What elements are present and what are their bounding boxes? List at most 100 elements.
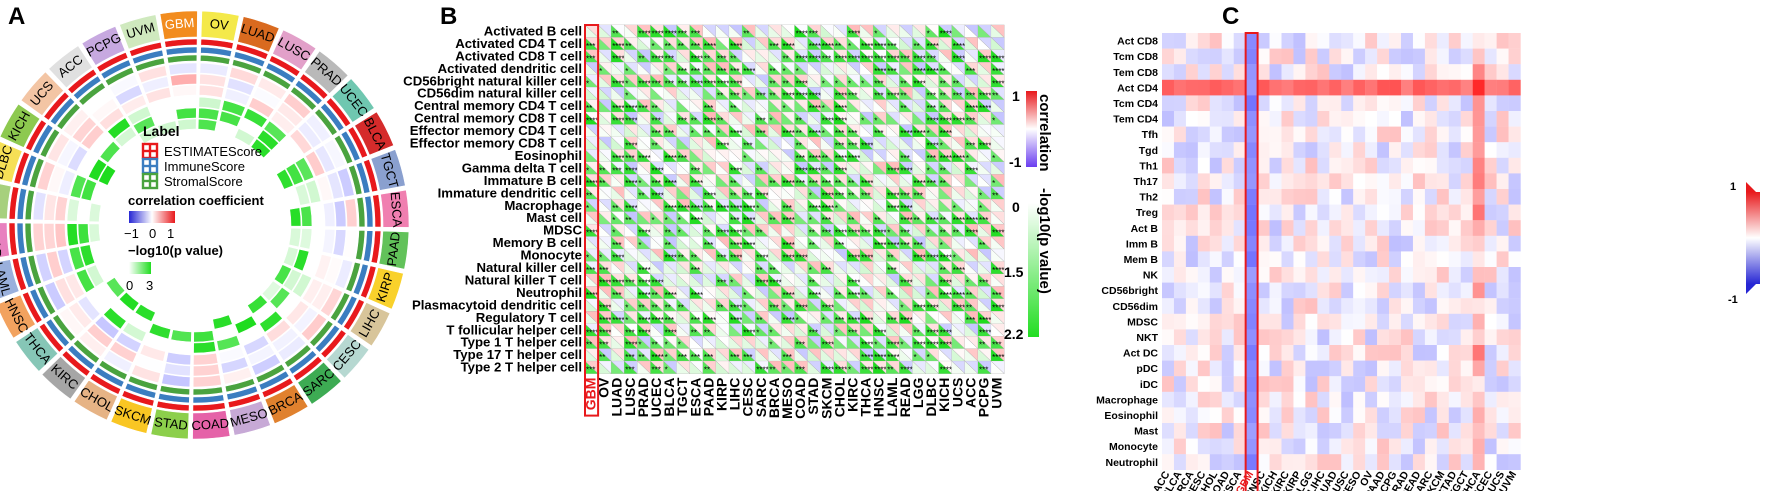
cell-significance: *** (652, 179, 661, 188)
ring-cell-skcm-7 (144, 333, 169, 351)
cell-significance: **** (848, 254, 860, 263)
heat-cell (1197, 220, 1210, 236)
cell-significance: **** (927, 42, 939, 51)
heat-cell (1484, 48, 1497, 65)
cell-significance: ** (783, 54, 789, 63)
column-label: LUSC (622, 378, 638, 416)
heat-cell (1353, 173, 1366, 190)
heat-cell (1472, 157, 1485, 174)
ring-cell-lihc-5 (310, 282, 333, 311)
cell-significance: * (966, 154, 969, 163)
heat-cell (1496, 79, 1509, 96)
cell-significance: **** (678, 204, 690, 213)
heat-cell (1173, 48, 1187, 65)
ring-cell-kirc-6 (94, 315, 120, 340)
heat-cell (1412, 157, 1426, 174)
cell-significance: * (927, 166, 930, 175)
heat-cell (1185, 126, 1199, 143)
column-label: PAAD (700, 378, 716, 417)
cell-significance: * (992, 117, 995, 126)
column-label: LIHC (727, 378, 743, 411)
ring-cell-tgct-3 (348, 164, 363, 196)
cell-significance: **** (914, 179, 926, 188)
cell-significance: * (625, 79, 628, 88)
cell-significance: *** (848, 328, 857, 337)
cell-significance: *** (691, 67, 700, 76)
cell-significance: **** (914, 129, 926, 138)
cell-significance: *** (809, 179, 818, 188)
heat-cell (1269, 189, 1282, 205)
sector-label-read: READ (0, 222, 5, 259)
cell-significance: * (848, 79, 851, 88)
ring-cell-thca-6 (77, 295, 101, 322)
heat-cell (1257, 189, 1270, 205)
cell-significance: **** (796, 79, 808, 88)
cell-significance: * (861, 117, 864, 126)
cell-significance: * (743, 154, 746, 163)
heat-cell (1245, 142, 1258, 158)
legend-entry-stromal: StromalScore (141, 172, 243, 190)
heat-cell (1269, 142, 1282, 158)
cell-significance: * (822, 79, 825, 88)
cell-significance: **** (874, 366, 886, 375)
heat-cell (1233, 33, 1246, 49)
ring-cell-sarc-1 (292, 355, 323, 382)
cell-significance: *** (874, 92, 883, 101)
heat-cell (1353, 220, 1366, 236)
ring-cell-gbm-1 (164, 38, 198, 48)
cell-significance: **** (665, 254, 677, 263)
cell-significance: *** (861, 191, 870, 200)
cell-significance: *** (586, 54, 595, 63)
heat-cell (1281, 95, 1294, 112)
heat-cell (1305, 220, 1318, 236)
heat-cell (1209, 189, 1222, 205)
cell-significance: * (966, 278, 969, 287)
cell-significance: * (874, 341, 877, 350)
cell-significance: * (599, 254, 602, 263)
cell-significance: **** (940, 328, 952, 337)
cell-significance: **** (861, 142, 873, 151)
heat-cell (1508, 189, 1521, 205)
heat-cell (1162, 220, 1175, 236)
cell-significance: **** (691, 79, 703, 88)
cell-significance: **** (691, 216, 703, 225)
ring-cell-laml-6 (57, 248, 74, 275)
cell-significance: **** (665, 291, 677, 300)
cell-significance: **** (769, 278, 781, 287)
column-label: ESCA (687, 378, 703, 417)
cell-significance: * (652, 216, 655, 225)
ring-cell-hnsc-3 (36, 285, 57, 316)
ring-cell-read-8 (77, 223, 90, 245)
cell-significance: **** (966, 104, 978, 113)
row-label: Mast (1134, 426, 1158, 438)
cell-significance: **** (638, 154, 650, 163)
ring-cell-pcpg-3 (104, 66, 135, 87)
cell-significance: * (835, 328, 838, 337)
cell-significance: *** (822, 266, 831, 275)
cell-significance: **** (927, 303, 939, 312)
heat-cell (1257, 48, 1270, 65)
heat-cell (1233, 220, 1246, 236)
row-label: iDC (1140, 379, 1159, 391)
heat-cell (1269, 126, 1282, 143)
ring-cell-pcpg-0 (81, 25, 126, 66)
ring-cell-prad-5 (276, 101, 304, 127)
heat-cell (1257, 95, 1270, 112)
ring-cell-luad-0 (237, 16, 280, 53)
cell-significance: **** (887, 341, 899, 350)
ring-cell-uvm-0 (119, 14, 161, 50)
cell-significance: **** (796, 166, 808, 175)
ring-cell-meso-6 (218, 346, 245, 363)
cell-significance: *** (979, 216, 988, 225)
heat-cell (1221, 48, 1234, 65)
heat-cell (1377, 126, 1390, 143)
ring-cell-cesc-9 (261, 280, 282, 302)
heat-cell (1377, 220, 1390, 236)
heat-cell (1472, 189, 1485, 205)
cell-significance: * (743, 291, 746, 300)
row-label: MDSC (1127, 316, 1158, 328)
cell-significance: *** (599, 266, 608, 275)
heat-cell (1317, 111, 1330, 127)
ring-cell-read-4 (32, 222, 46, 252)
